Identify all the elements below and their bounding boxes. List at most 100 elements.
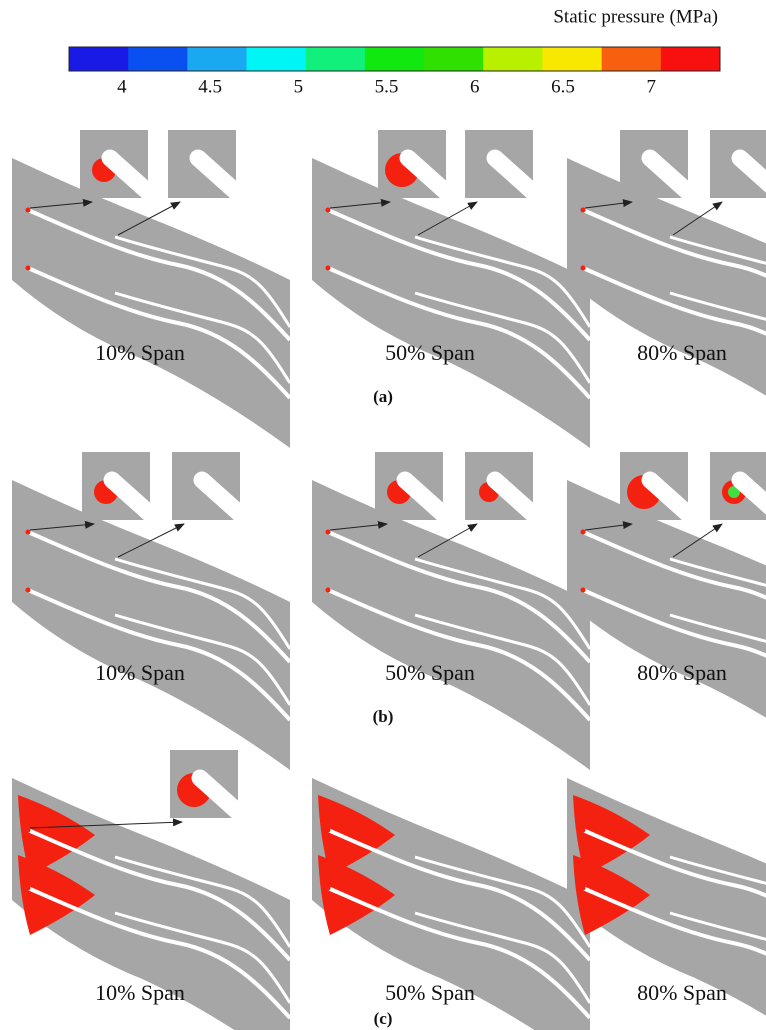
colorbar-band	[424, 47, 484, 71]
span-label: 80% Span	[637, 980, 727, 1005]
inset-mask	[150, 452, 164, 528]
colorbar-band	[69, 47, 129, 71]
colorbar-band	[305, 47, 366, 71]
passage-panel	[12, 750, 292, 1030]
colorbar-tick-label: 4.5	[198, 76, 222, 97]
inset-mask	[240, 452, 254, 528]
splitter-blade	[669, 235, 766, 265]
pointer-arrow	[117, 523, 185, 558]
leading-edge	[580, 529, 586, 535]
leading-edge	[325, 207, 331, 213]
inset	[378, 130, 460, 206]
blade	[327, 530, 592, 664]
colorbar-tick-label: 5.5	[375, 76, 399, 97]
inset-mask	[236, 130, 250, 206]
blade	[582, 886, 766, 956]
inset-slot	[193, 471, 249, 523]
leading-edge	[325, 885, 331, 891]
passage-panel	[312, 452, 592, 770]
colorbar-band	[542, 47, 603, 71]
pointer-arrow	[329, 520, 388, 531]
span-label: 80% Span	[637, 340, 727, 365]
colorbar-frame	[68, 46, 721, 72]
passage-panel	[567, 452, 766, 718]
panel-letter: (c)	[374, 1009, 393, 1028]
blade	[27, 530, 292, 664]
inset-slot	[731, 149, 766, 193]
pointer-arrow	[417, 201, 478, 236]
panel-letter: (a)	[373, 387, 393, 406]
leading-edge	[25, 587, 31, 593]
pointer-arrow	[29, 198, 93, 209]
leading-edge	[580, 587, 586, 593]
blade	[582, 588, 766, 658]
splitter-blade	[669, 291, 766, 321]
high-pressure-region	[18, 795, 95, 875]
inset	[375, 452, 457, 528]
inset-slot	[641, 149, 697, 201]
span-label: 10% Span	[95, 980, 185, 1005]
span-label: 10% Span	[95, 660, 185, 685]
colorbar-title: Static pressure (MPa)	[553, 6, 718, 27]
inset-blob-core	[728, 486, 740, 498]
leading-edge	[580, 827, 586, 833]
colorbar-band	[660, 47, 721, 71]
inset-mask	[446, 130, 460, 206]
inset	[465, 452, 547, 528]
splitter-blade	[414, 235, 592, 328]
splitter-blade	[414, 557, 592, 650]
span-label: 50% Span	[385, 980, 475, 1005]
pointer-arrow	[117, 201, 181, 236]
inset	[168, 130, 250, 206]
passage	[567, 158, 766, 396]
passage-panel	[12, 452, 292, 770]
splitter-blade	[669, 557, 766, 587]
inset-slot	[641, 471, 697, 523]
colorbar-tick-label: 6.5	[551, 76, 575, 97]
passage-panel	[12, 130, 292, 448]
pointer-arrow	[417, 523, 478, 558]
splitter-blade	[669, 911, 766, 941]
splitter-blade	[114, 613, 292, 706]
high-pressure-region	[573, 855, 650, 935]
splitter-blade	[114, 557, 292, 650]
inset-mask	[443, 452, 457, 528]
inset-mask	[148, 130, 162, 206]
span-label: 80% Span	[637, 660, 727, 685]
high-pressure-region	[573, 795, 650, 875]
pointer-arrow	[29, 818, 183, 829]
inset-mask	[533, 452, 547, 528]
splitter-blade	[114, 235, 292, 328]
blade	[327, 828, 592, 962]
passage	[567, 480, 766, 718]
inset-slot	[101, 149, 157, 201]
splitter-blade	[669, 613, 766, 643]
blade	[27, 828, 292, 962]
colorbar-band	[601, 47, 662, 71]
inset	[172, 452, 254, 528]
span-label: 50% Span	[385, 340, 475, 365]
colorbar-band	[128, 47, 188, 71]
blade	[327, 886, 592, 1020]
inset-slot	[396, 471, 452, 523]
splitter-blade	[114, 911, 292, 1004]
blade	[582, 266, 766, 336]
span-label: 10% Span	[95, 340, 185, 365]
leading-edge	[580, 265, 586, 271]
leading-edge	[325, 529, 331, 535]
colorbar-tick-label: 5	[294, 76, 304, 97]
leading-edge	[325, 587, 331, 593]
inset-slot	[731, 471, 766, 515]
colorbar-tick-label: 4	[117, 76, 127, 97]
blade	[327, 208, 592, 342]
pointer-arrow	[672, 523, 723, 558]
inset-slot	[191, 769, 247, 821]
splitter-blade	[414, 291, 592, 384]
leading-edge	[25, 265, 31, 271]
colorbar-band	[246, 47, 307, 71]
inset	[82, 452, 164, 528]
pointer-arrow	[29, 520, 95, 531]
panel-letter: (b)	[373, 707, 394, 726]
inset-mask	[533, 130, 547, 206]
